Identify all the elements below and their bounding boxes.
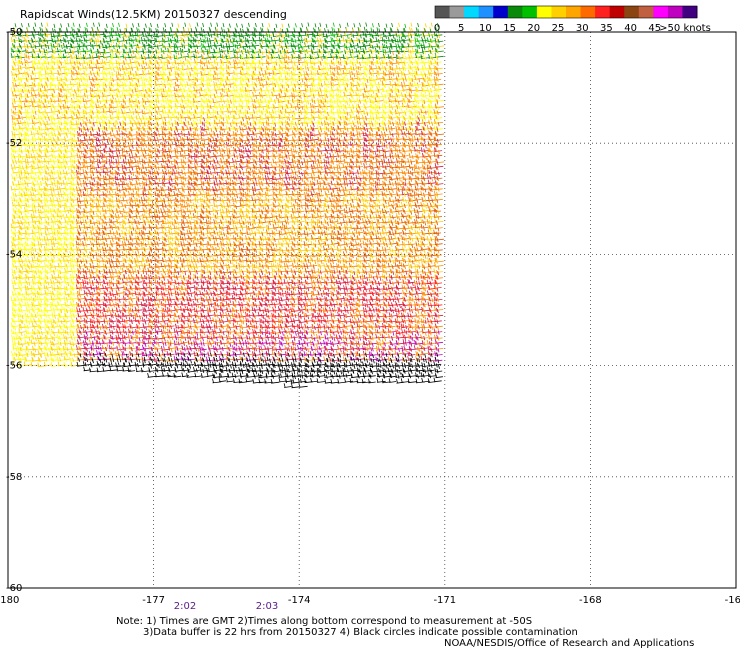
legend-labels: 0 5 10 15 20 25 30 35 40 45>50 knots [434,23,711,34]
longitude-label: -174 [288,595,311,606]
legend-swatch [435,6,451,18]
legend-label: 45 [648,23,661,34]
latitude-label: -56 [6,361,22,372]
time-label: 2:03 [256,601,278,612]
legend-swatch [464,6,480,18]
color-legend: 0 5 10 15 20 25 30 35 40 45>50 knots [434,5,711,34]
legend-swatch [667,6,683,18]
note-line-1: Note: 1) Times are GMT 2)Times along bot… [116,616,533,627]
legend-swatch [507,6,523,18]
legend-swatch [653,6,669,18]
legend-swatch [595,6,611,18]
map-grid [8,32,736,588]
legend-label: >50 knots [659,23,711,34]
legend-swatch [609,6,625,18]
longitude-label: -177 [142,595,165,606]
legend-swatch [478,6,494,18]
longitude-label: -168 [579,595,602,606]
legend-label: 20 [527,23,540,34]
legend-swatch [580,6,596,18]
legend-label: 15 [503,23,516,34]
latitude-labels: -50 -52 -54 -56 -58 -60 [6,27,22,594]
wind-barbs [10,22,445,389]
latitude-label: -58 [6,472,22,483]
legend-swatch [522,6,538,18]
legend-swatch [551,6,567,18]
time-label: 2:02 [174,601,196,612]
longitude-label: -165 [725,595,740,606]
latitude-label: -54 [6,249,22,260]
note-line-3: NOAA/NESDIS/Office of Research and Appli… [444,638,695,649]
legend-swatch [682,6,698,18]
legend-swatches [434,5,698,19]
longitude-labels: -180 -177 -174 -171 -168 -165 [0,595,740,606]
legend-swatch [536,6,552,18]
longitude-label: -180 [0,595,19,606]
legend-swatch [449,6,465,18]
legend-label: 30 [576,23,589,34]
legend-label: 0 [434,23,440,34]
map-title: Rapidscat Winds(12.5KM) 20150327 descend… [20,8,287,21]
latitude-label: -60 [6,583,22,594]
map-frame [7,31,737,589]
legend-label: 5 [458,23,464,34]
time-labels: 2:02 2:03 [174,601,278,612]
legend-swatch [566,6,582,18]
legend-swatch [493,6,509,18]
legend-label: 35 [600,23,613,34]
longitude-label: -171 [433,595,456,606]
legend-swatch [638,6,654,18]
latitude-label: -52 [6,138,22,149]
note-line-2: 3)Data buffer is 22 hrs from 20150327 4)… [143,627,578,638]
latitude-label: -50 [6,27,22,38]
legend-swatch [624,6,640,18]
legend-label: 40 [624,23,637,34]
legend-label: 10 [479,23,492,34]
legend-label: 25 [552,23,565,34]
